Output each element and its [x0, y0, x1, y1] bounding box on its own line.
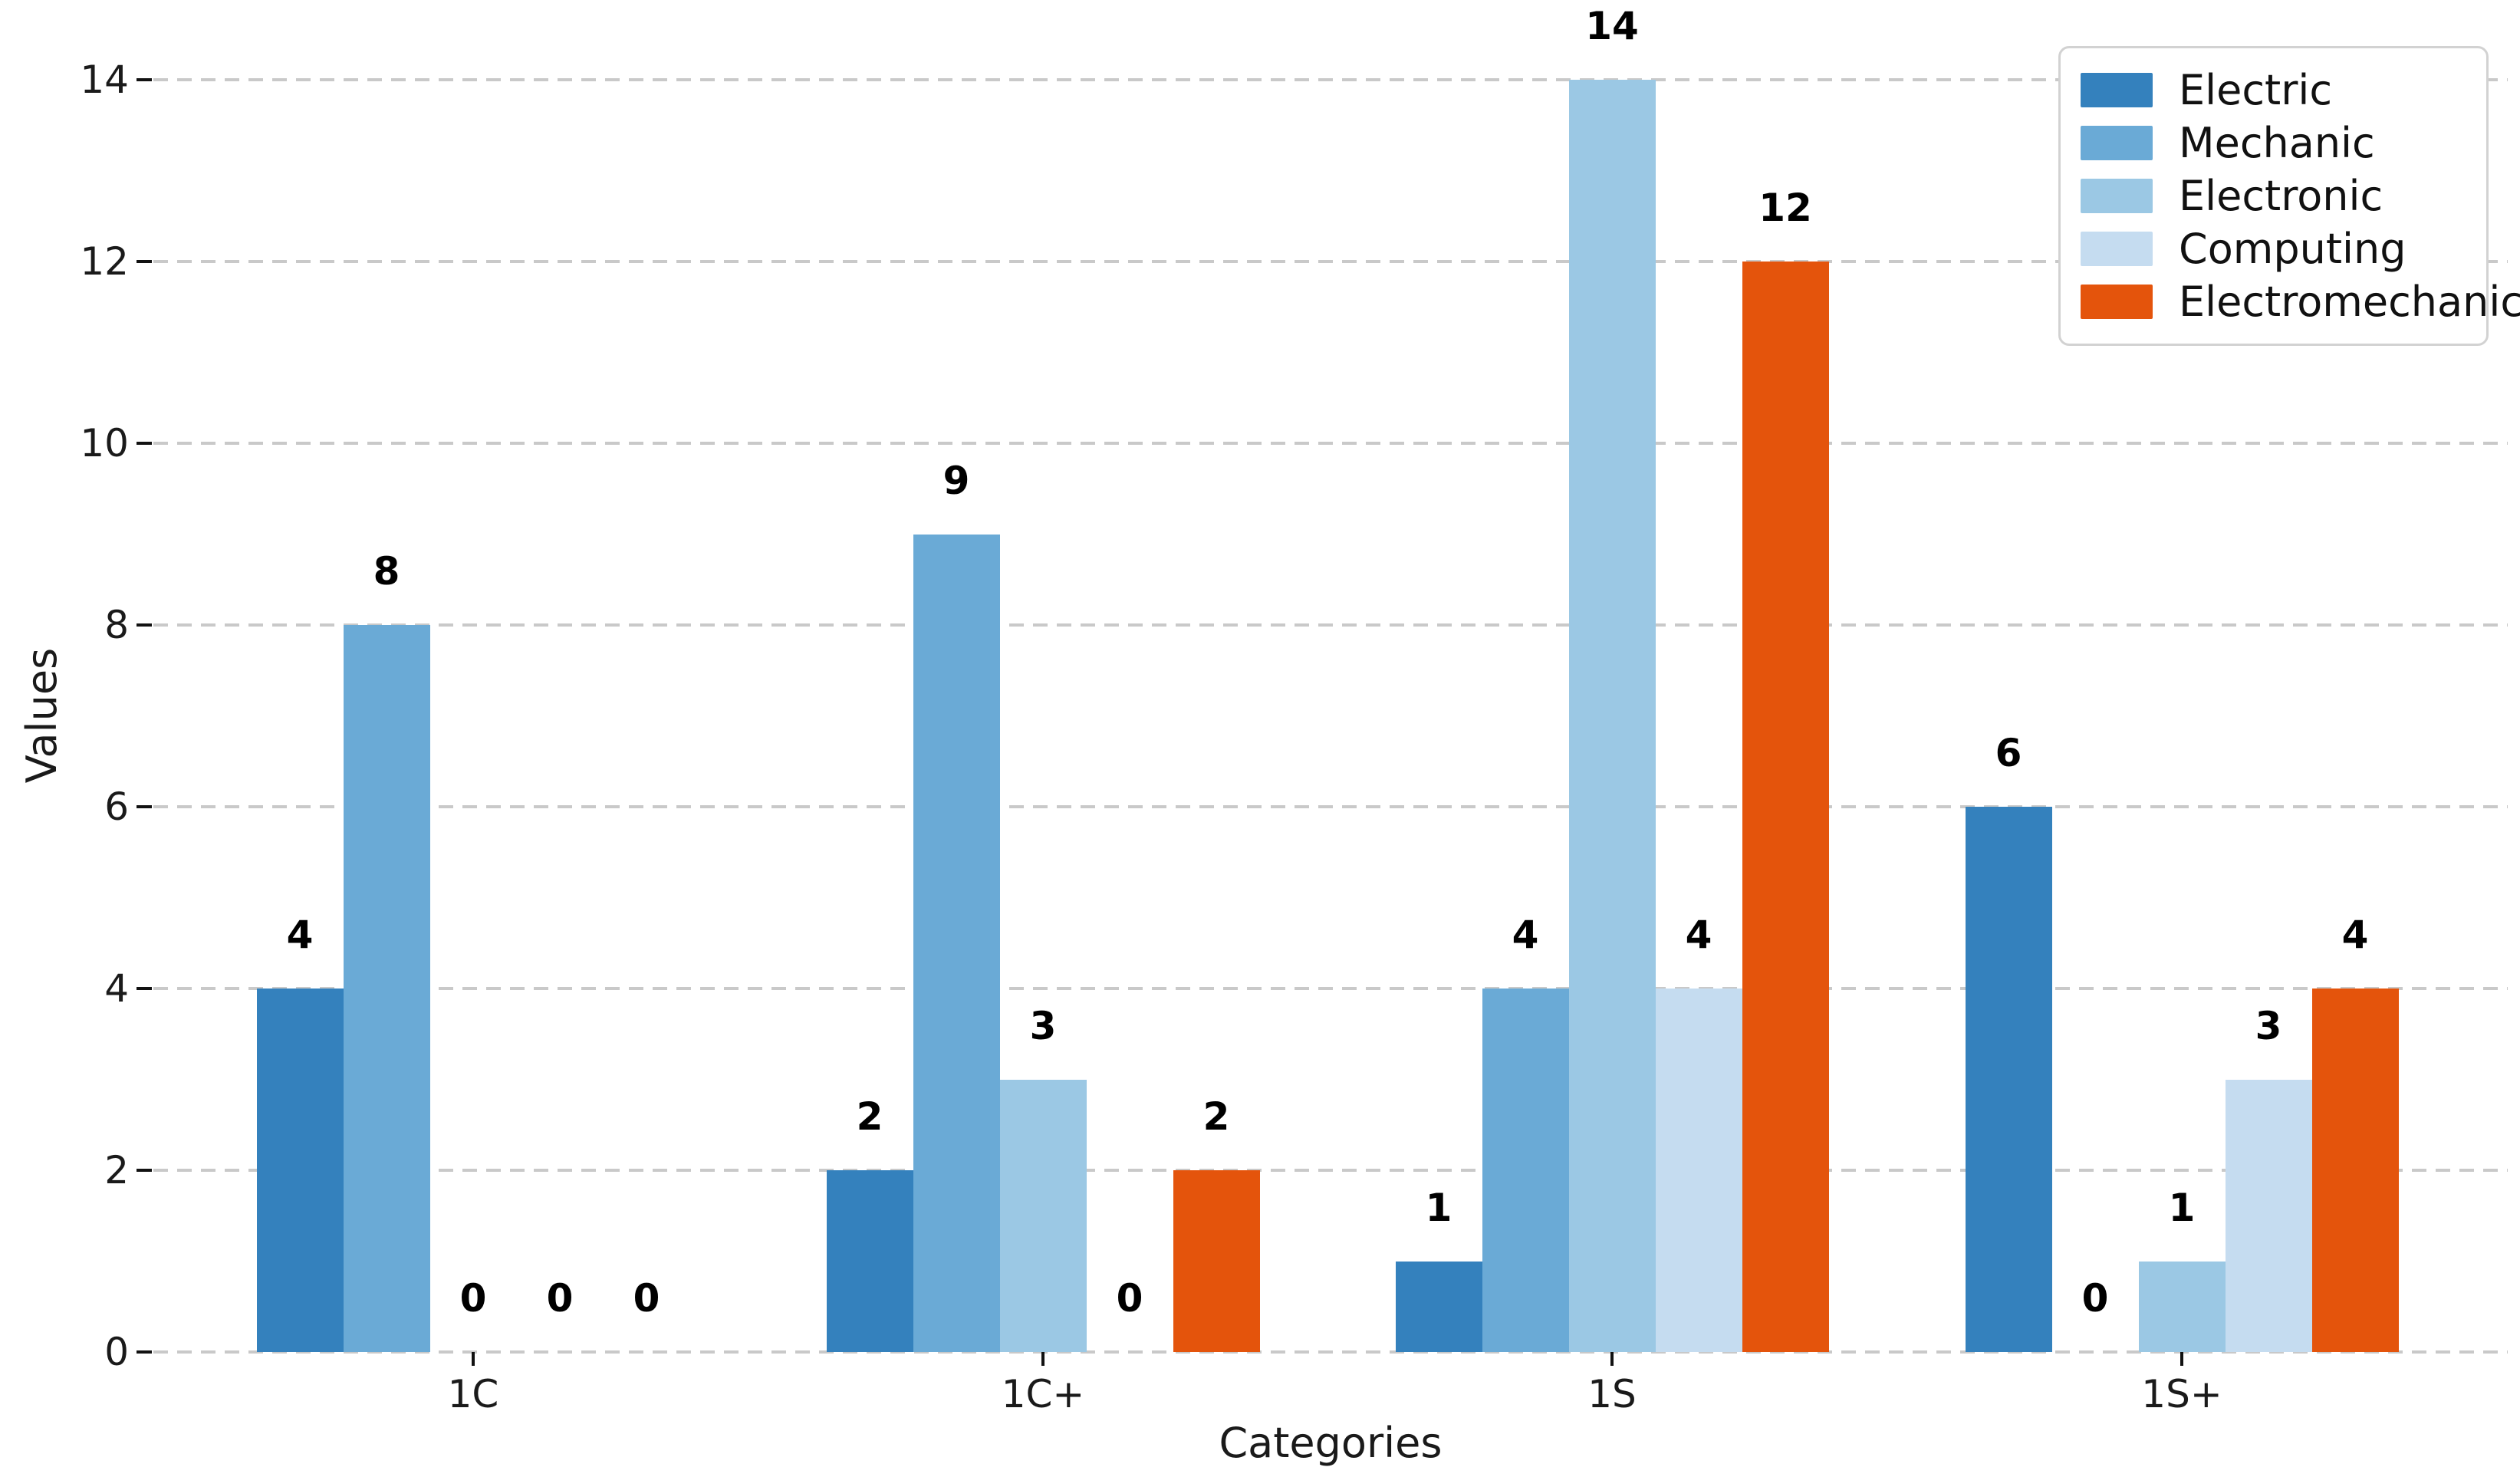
x-tick-mark: [472, 1352, 475, 1366]
y-tick-mark: [137, 442, 152, 445]
bar-value-label-electromechanic-1s: 12: [1758, 186, 1812, 230]
y-tick-label: 6: [104, 785, 129, 829]
bar-value-label-electric-1c: 4: [286, 913, 314, 957]
bar-electric-1c: [256, 989, 344, 1352]
legend-item-electronic: Electronic: [2081, 169, 2486, 222]
legend-item-electric: Electric: [2081, 64, 2486, 117]
gridline-y-12: [153, 260, 2508, 263]
y-tick-mark: [137, 805, 152, 808]
x-axis-label: Categories: [1219, 1419, 1443, 1467]
y-tick-mark: [137, 78, 152, 81]
legend-swatch-electronic: [2081, 179, 2153, 213]
bar-value-label-mechanic-1c-: 9: [943, 458, 970, 503]
gridline-y-14: [153, 78, 2508, 81]
bar-electric-1c-: [826, 1170, 913, 1352]
bar-value-label-electric-1c-: 2: [856, 1094, 883, 1139]
bar-value-label-electronic-1s: 14: [1585, 4, 1639, 48]
bar-value-label-mechanic-1s-: 0: [2081, 1276, 2109, 1321]
bar-value-label-computing-1s-: 3: [2255, 1003, 2282, 1048]
gridline-y-4: [153, 987, 2508, 990]
bar-value-label-computing-1c: 0: [546, 1276, 574, 1321]
bar-electronic-1c-: [999, 1079, 1087, 1352]
legend-label: Electric: [2179, 66, 2333, 114]
y-tick-mark: [137, 987, 152, 990]
y-tick-label: 4: [104, 966, 129, 1011]
bar-computing-1s: [1655, 989, 1742, 1352]
bar-electromechanic-1s-: [2311, 989, 2399, 1352]
bar-value-label-electromechanic-1c: 0: [633, 1276, 660, 1321]
bar-mechanic-1s: [1482, 989, 1569, 1352]
x-tick-mark: [2180, 1352, 2183, 1366]
x-tick-label-1c-: 1C+: [1001, 1372, 1085, 1416]
legend-item-electromechanic: Electromechanic: [2081, 275, 2520, 328]
bar-electronic-1s: [1568, 80, 1656, 1352]
y-tick-label: 0: [104, 1330, 129, 1374]
gridline-y-0: [153, 1350, 2508, 1354]
bar-value-label-electronic-1c: 0: [459, 1276, 487, 1321]
bar-value-label-electronic-1s-: 1: [2168, 1185, 2196, 1230]
bar-value-label-electromechanic-1s-: 4: [2341, 913, 2369, 957]
y-tick-mark: [137, 623, 152, 627]
bar-electronic-1s-: [2138, 1261, 2226, 1352]
bar-electric-1s: [1395, 1261, 1482, 1352]
y-tick-label: 14: [80, 58, 129, 102]
gridline-y-2: [153, 1169, 2508, 1172]
legend-swatch-electric: [2081, 73, 2153, 107]
legend-label: Electromechanic: [2179, 278, 2520, 326]
bar-value-label-mechanic-1c: 8: [373, 549, 400, 594]
bar-value-label-computing-1s: 4: [1685, 913, 1712, 957]
legend-swatch-computing: [2081, 232, 2153, 266]
gridline-y-6: [153, 805, 2508, 808]
legend-swatch-electromechanic: [2081, 285, 2153, 319]
legend-item-computing: Computing: [2081, 222, 2486, 275]
bar-electromechanic-1s: [1742, 262, 1829, 1352]
legend-label: Mechanic: [2179, 119, 2375, 167]
bar-computing-1s-: [2225, 1079, 2312, 1352]
bar-value-label-mechanic-1s: 4: [1512, 913, 1539, 957]
legend-swatch-mechanic: [2081, 126, 2153, 160]
bar-value-label-electronic-1c-: 3: [1029, 1003, 1057, 1048]
bar-electromechanic-1c-: [1173, 1170, 1260, 1352]
bar-mechanic-1c: [343, 625, 430, 1352]
y-tick-label: 12: [80, 239, 129, 284]
bar-value-label-electric-1s: 1: [1425, 1185, 1452, 1230]
legend-label: Computing: [2179, 225, 2407, 273]
bar-value-label-electric-1s-: 6: [1995, 731, 2022, 775]
x-tick-label-1s-: 1S+: [2141, 1372, 2222, 1416]
x-tick-label-1s: 1S: [1587, 1372, 1637, 1416]
y-axis-label: Values: [18, 647, 66, 784]
y-tick-label: 8: [104, 603, 129, 647]
bar-mechanic-1c-: [913, 534, 1000, 1352]
legend: Electric Mechanic Electronic Computing Elect…: [2058, 46, 2520, 346]
gridline-y-10: [153, 442, 2508, 445]
gridline-y-8: [153, 623, 2508, 627]
y-tick-mark: [137, 260, 152, 263]
bar-value-label-electromechanic-1c-: 2: [1202, 1094, 1230, 1139]
bar-value-label-computing-1c-: 0: [1116, 1276, 1143, 1321]
bar-electric-1s-: [1965, 807, 2052, 1352]
y-tick-label: 2: [104, 1148, 129, 1192]
y-tick-mark: [137, 1350, 152, 1354]
y-tick-label: 10: [80, 421, 129, 465]
legend-label: Electronic: [2179, 172, 2383, 220]
legend-item-mechanic: Mechanic: [2081, 117, 2486, 169]
x-tick-label-1c: 1C: [447, 1372, 499, 1416]
y-tick-mark: [137, 1169, 152, 1172]
x-tick-mark: [1041, 1352, 1045, 1366]
x-tick-mark: [1610, 1352, 1614, 1366]
